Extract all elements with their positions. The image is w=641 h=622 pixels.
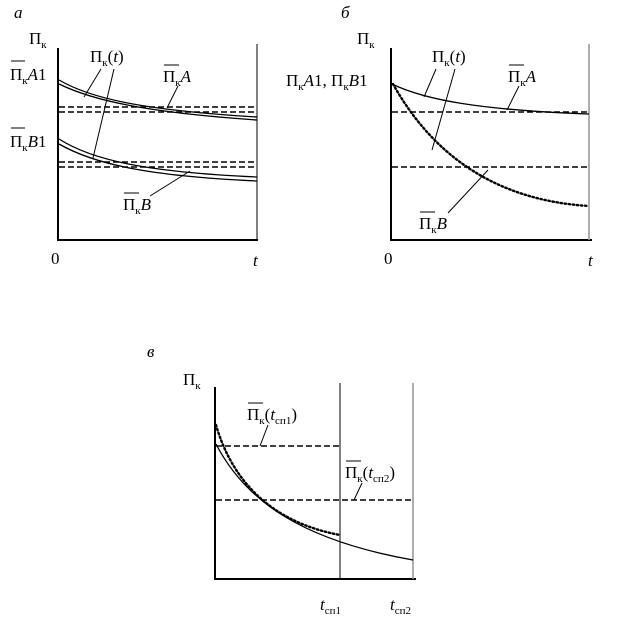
panel-a-leader-curve-b [92, 68, 115, 159]
panel-c-leader-mean1 [259, 424, 269, 447]
panel-a-curve-b-upper [58, 138, 258, 178]
panel-b-curve-a [391, 83, 590, 115]
svg-text:ПкА: ПкА [508, 67, 537, 89]
panel-c-label-mean2: Пк(tсп2) [345, 460, 395, 485]
panel-a-label-b1: ПкВ1 [10, 127, 47, 154]
svg-text:ПкА1: ПкА1 [10, 65, 47, 87]
panel-a-label-curve: Пк(t) [90, 47, 124, 69]
panel-b-label-curve: Пк(t) [432, 47, 466, 69]
panel-a-curve-b-lower [58, 143, 258, 182]
panel-b: б Пк Пк 0 t ПкА1, ПкВ1 Пк(t) ПкА ПкВ [286, 3, 594, 270]
svg-text:ПкВ: ПкВ [123, 195, 152, 217]
panel-b-letter: б [341, 3, 350, 22]
panel-b-origin: 0 [384, 249, 393, 268]
panel-b-curve-b [391, 82, 591, 208]
panel-a-leader-mean-a [166, 85, 179, 109]
panel-a: а Пк Пк 0 t ПкА1 ПкВ1 Пк(t) [10, 3, 259, 270]
svg-text:ПкА: ПкА [163, 67, 192, 89]
panel-a-label-a1: ПкА1 [10, 60, 47, 87]
panel-a-origin: 0 [51, 249, 60, 268]
svg-text:Пк(tсп2): Пк(tсп2) [345, 463, 395, 485]
svg-text:Пк(tсп1): Пк(tсп1) [247, 405, 297, 427]
panel-a-curve-a-lower [58, 83, 258, 121]
panel-b-leader-curve-a [423, 68, 437, 98]
svg-text:ПкВ: ПкВ [419, 214, 448, 236]
panel-b-leader-curve-b [431, 68, 456, 151]
panel-a-curve-a-upper [58, 79, 258, 118]
panel-b-leader-mean-a [506, 85, 520, 111]
panel-a-label-mean-b: ПкВ [123, 192, 152, 217]
panel-b-y-axis-label: Пк [357, 29, 375, 51]
panel-b-x-axis-label: t [588, 251, 594, 270]
panel-c-curve-solid [215, 443, 414, 561]
panel-a-letter: а [14, 3, 23, 22]
panel-c-tick-tsp1: tсп1 [320, 595, 341, 617]
panel-b-label-start: ПкА1, ПкВ1 [286, 71, 368, 93]
panel-a-label-mean-a: ПкА [163, 64, 192, 89]
panel-c: в Пк Пк Пк(tсп1) Пк(tсп2) tсп1 tсп2 [147, 342, 416, 617]
panel-c-curve-dotted [214, 423, 342, 537]
panel-c-leader-mean2 [353, 482, 363, 501]
panel-a-x-axis-label: t [253, 251, 259, 270]
panel-c-tick-tsp2: tсп2 [390, 595, 411, 617]
panel-c-label-mean1: Пк(tсп1) [247, 402, 297, 427]
panel-b-label-mean-a: ПкА [508, 64, 537, 89]
panel-c-y-axis-label: Пк [183, 370, 201, 392]
svg-text:ПкВ1: ПкВ1 [10, 132, 47, 154]
panel-a-leader-mean-b [149, 170, 191, 197]
panel-b-label-mean-b: ПкВ [419, 211, 448, 236]
panel-a-leader-curve-a [83, 68, 102, 98]
panel-b-leader-mean-b [447, 169, 489, 214]
panel-a-y-axis-label: Пк [29, 29, 47, 51]
panel-c-letter: в [147, 342, 155, 361]
